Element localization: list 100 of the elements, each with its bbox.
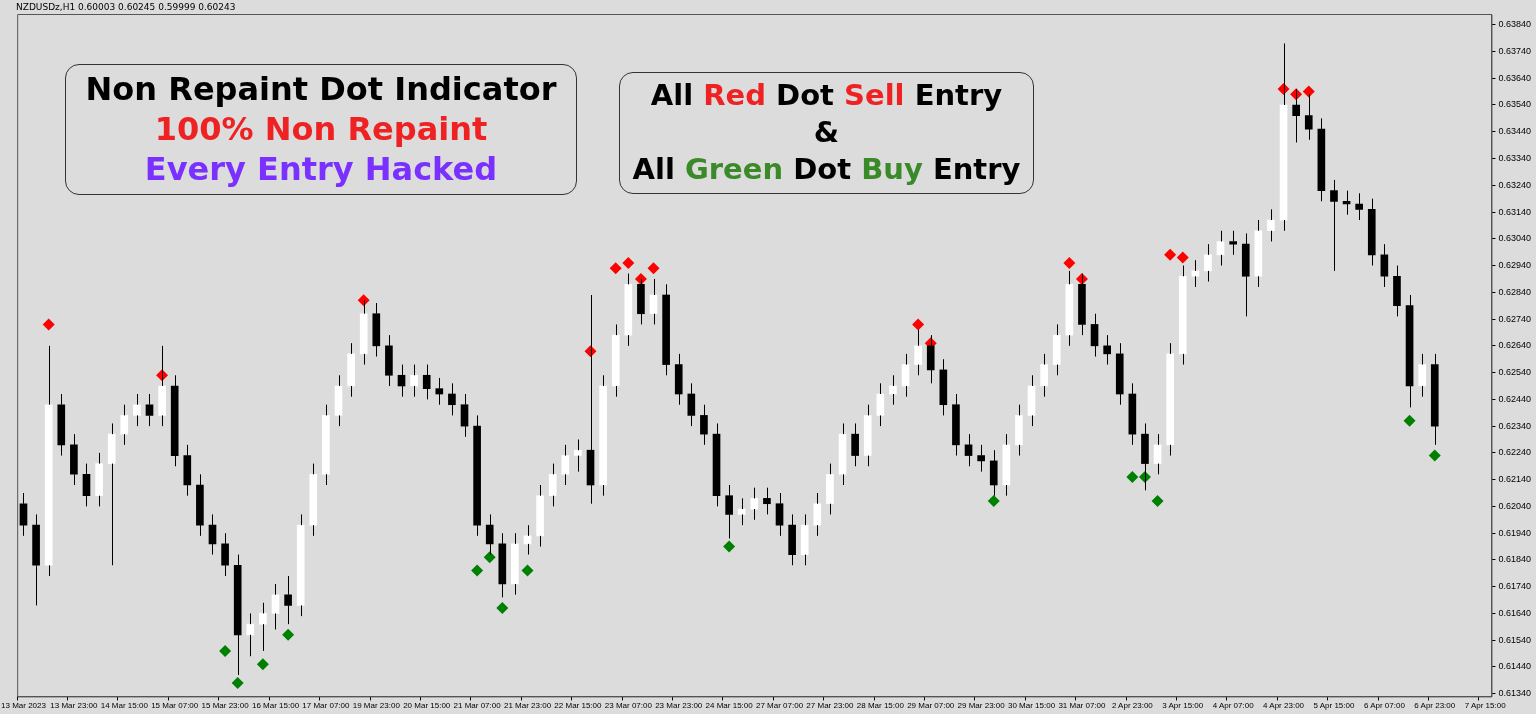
candlestick	[876, 382, 885, 427]
candlestick	[271, 583, 280, 630]
x-tick-label: 6 Apr 07:00	[1363, 701, 1406, 711]
point	[1151, 495, 1164, 508]
candlestick	[1204, 243, 1212, 283]
candlestick	[1090, 313, 1099, 358]
y-tick-label: 0.62740	[1498, 313, 1532, 324]
point	[496, 602, 509, 615]
y-tick-label: 0.63540	[1498, 99, 1532, 110]
x-tick-label: 15 Mar 07:00	[151, 701, 199, 711]
x-tick-label: 13 Mar 23:00	[50, 701, 99, 711]
point	[282, 628, 295, 641]
candlestick	[435, 377, 444, 406]
candlestick	[448, 382, 456, 416]
candlestick	[800, 513, 809, 566]
x-tick-label: 29 Mar 23:00	[957, 701, 1006, 711]
candlestick	[1166, 342, 1174, 457]
candlestick	[737, 497, 746, 526]
candlestick	[1380, 243, 1389, 288]
candlestick	[662, 283, 670, 376]
point	[634, 272, 647, 285]
candlestick	[19, 492, 28, 537]
x-tick-label: 3 Apr 15:00	[1162, 701, 1204, 711]
x-tick-label: 6 Apr 23:00	[1414, 701, 1456, 711]
candlestick	[1178, 265, 1187, 366]
candlestick	[32, 513, 40, 606]
candlestick	[1241, 232, 1250, 317]
x-tick-label: 28 Mar 15:00	[856, 701, 905, 711]
x-tick-label: 30 Mar 15:00	[1007, 701, 1056, 711]
candlestick	[410, 364, 418, 398]
candlestick	[977, 444, 985, 473]
candlestick	[107, 422, 116, 566]
point	[912, 318, 925, 331]
candlestick	[196, 473, 204, 537]
candlestick	[460, 393, 469, 438]
y-tick-label: 0.63840	[1498, 19, 1532, 30]
x-tick-label: 29 Mar 07:00	[907, 701, 955, 711]
annotation: 100% Non Repaint	[153, 109, 489, 149]
candlestick	[170, 374, 179, 467]
annotation: Every Entry Hacked	[143, 149, 499, 189]
candlestick	[611, 323, 620, 398]
y-tick-label: 0.63740	[1498, 45, 1532, 56]
candlestick	[548, 463, 557, 507]
x-tick-label: 31 Mar 07:00	[1058, 701, 1107, 711]
y-tick-label: 0.63340	[1498, 152, 1532, 163]
point	[521, 564, 534, 577]
candlestick	[1141, 422, 1149, 491]
point	[647, 262, 660, 275]
x-tick-label: 4 Apr 23:00	[1263, 701, 1305, 711]
candlestick	[750, 487, 759, 521]
y-tick-label: 0.62640	[1498, 340, 1532, 351]
candlestick	[309, 463, 318, 537]
chart-subtitle: NZDUSDz,H1 0.60003 0.60245 0.59999 0.60243	[16, 2, 236, 12]
candlestick	[952, 393, 960, 457]
y-tick-label: 0.63240	[1498, 179, 1532, 190]
candlestick	[863, 404, 872, 467]
y-tick-label: 0.62240	[1498, 447, 1532, 458]
y-tick-label: 0.61340	[1498, 688, 1532, 699]
y-tick-label: 0.62340	[1498, 420, 1532, 431]
candlestick	[775, 492, 784, 537]
candlestick	[44, 345, 53, 577]
candlestick	[1355, 192, 1363, 221]
y-tick-label: 0.62940	[1498, 260, 1532, 271]
y-tick-label: 0.62840	[1498, 286, 1532, 297]
candlestick	[221, 532, 229, 577]
y-tick-label: 0.63640	[1498, 72, 1532, 83]
x-tick-label: 21 Mar 07:00	[453, 701, 502, 711]
y-tick-label: 0.61840	[1498, 554, 1532, 565]
annotation: All Green Dot Buy Entry	[632, 152, 1021, 186]
candlestick	[95, 452, 103, 507]
candlestick	[939, 358, 948, 416]
candlestick	[498, 532, 507, 598]
point	[609, 262, 622, 275]
point	[1176, 251, 1189, 264]
candlestick	[1405, 294, 1414, 408]
candlestick	[1430, 353, 1439, 446]
y-tick-label: 0.63040	[1498, 233, 1532, 244]
y-tick-label: 0.61640	[1498, 607, 1532, 618]
x-tick-label: 15 Mar 23:00	[201, 701, 250, 711]
candlestick	[145, 393, 154, 427]
x-tick-label: 14 Mar 15:00	[100, 701, 149, 711]
candlestick	[473, 414, 481, 537]
candlestick	[1229, 230, 1237, 256]
candlestick	[82, 463, 91, 507]
point	[471, 564, 484, 577]
candlestick	[246, 612, 255, 657]
annotation: Non Repaint Dot Indicator	[84, 69, 558, 109]
candlestick	[674, 353, 683, 406]
point	[1126, 470, 1139, 483]
candlestick	[1418, 353, 1426, 398]
candlestick	[1040, 353, 1048, 398]
x-tick-label: 4 Apr 07:00	[1212, 701, 1255, 711]
point	[622, 256, 635, 269]
candlestick	[788, 513, 796, 566]
x-tick-label: 19 Mar 23:00	[352, 701, 401, 711]
candlestick	[1393, 265, 1401, 317]
point	[987, 495, 1000, 508]
candlestick	[70, 433, 78, 486]
y-tick-label: 0.61440	[1498, 661, 1532, 672]
candlestick	[889, 374, 897, 406]
